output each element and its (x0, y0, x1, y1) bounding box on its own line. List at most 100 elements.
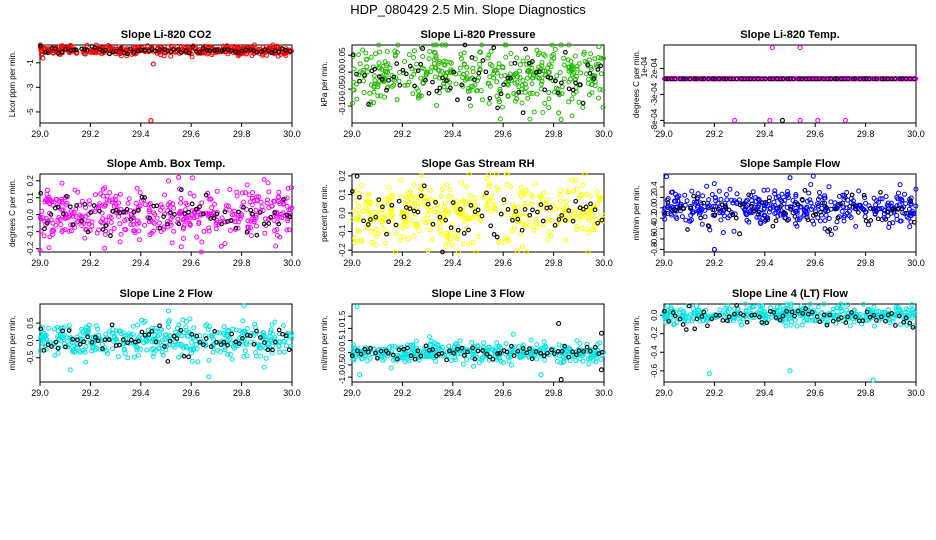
data-point (232, 219, 238, 225)
reference-point (415, 348, 421, 354)
reference-point (455, 227, 461, 233)
data-point (566, 99, 572, 105)
data-point (693, 303, 699, 309)
reference-point (368, 346, 374, 351)
reference-point (553, 78, 558, 84)
reference-point (84, 47, 90, 53)
data-point (596, 95, 601, 101)
data-point (584, 191, 589, 197)
data-point (821, 301, 827, 307)
reference-point (871, 313, 877, 318)
data-point (804, 317, 809, 323)
data-point (104, 197, 110, 203)
data-point (37, 214, 43, 220)
reference-point (683, 76, 688, 82)
reference-point (450, 200, 456, 205)
reference-point (861, 192, 867, 198)
data-point (460, 241, 466, 247)
data-point (749, 304, 755, 310)
data-point (436, 67, 442, 73)
reference-point (408, 353, 414, 359)
data-point (511, 204, 517, 210)
reference-point (701, 200, 707, 206)
reference-point (214, 211, 220, 217)
reference-point (174, 336, 180, 341)
reference-point (809, 309, 815, 315)
x-tick-label: 29.6 (806, 129, 824, 139)
data-point (742, 301, 748, 307)
outlier-point (842, 117, 848, 123)
reference-point (498, 91, 504, 97)
data-point (117, 191, 123, 197)
reference-point (490, 356, 496, 362)
data-point (486, 172, 492, 178)
data-point (394, 49, 400, 55)
data-point (530, 75, 536, 81)
data-point (664, 314, 670, 320)
data-point (569, 96, 575, 102)
reference-point (190, 44, 196, 50)
outlier-point (148, 117, 154, 124)
chart-title: Slope Li-820 Temp. (740, 29, 839, 41)
data-point (444, 233, 450, 239)
y-tick-label: -5 (26, 108, 35, 116)
data-point (225, 203, 231, 209)
data-point (499, 104, 505, 110)
data-point (284, 195, 290, 201)
data-point (581, 51, 587, 57)
reference-point (789, 309, 795, 315)
data-point (782, 215, 788, 221)
data-point (275, 194, 281, 200)
data-point (444, 230, 450, 236)
data-point (587, 193, 593, 199)
reference-point (785, 76, 790, 82)
data-point (46, 325, 52, 331)
data-point (782, 197, 788, 203)
data-point (368, 210, 374, 216)
data-point (808, 182, 814, 187)
data-point (591, 227, 597, 233)
data-point (464, 70, 470, 76)
data-point (420, 216, 426, 222)
reference-point (763, 76, 768, 82)
data-point (352, 235, 357, 241)
reference-point (849, 310, 854, 315)
data-point (110, 327, 116, 332)
reference-point (375, 355, 380, 361)
data-point (513, 71, 519, 76)
reference-point (204, 47, 210, 53)
reference-point (233, 339, 239, 345)
data-point (588, 64, 594, 70)
data-point (203, 323, 209, 329)
data-point (443, 70, 449, 76)
data-point (727, 186, 733, 192)
reference-point (38, 326, 44, 332)
reference-point (430, 347, 436, 352)
reference-point (418, 193, 424, 199)
reference-point (861, 76, 867, 82)
data-point (195, 359, 201, 365)
reference-point (61, 211, 66, 217)
data-point (153, 347, 159, 353)
reference-point (773, 315, 779, 320)
data-point (373, 51, 378, 57)
data-point (411, 72, 417, 77)
data-point (793, 221, 798, 227)
data-point (200, 50, 205, 56)
reference-point (55, 204, 61, 210)
data-point (449, 70, 454, 76)
data-point (112, 197, 118, 203)
reference-point (792, 313, 797, 319)
data-point (125, 355, 131, 361)
outlier-point (150, 61, 156, 67)
data-point (48, 198, 54, 204)
reference-point (483, 69, 489, 75)
data-point (227, 187, 233, 192)
x-tick-label: 30.0 (283, 129, 301, 139)
data-point (121, 330, 127, 336)
reference-point (389, 202, 395, 208)
data-point (687, 218, 693, 224)
data-point (59, 180, 65, 186)
data-point (375, 230, 381, 236)
data-point (529, 81, 535, 87)
